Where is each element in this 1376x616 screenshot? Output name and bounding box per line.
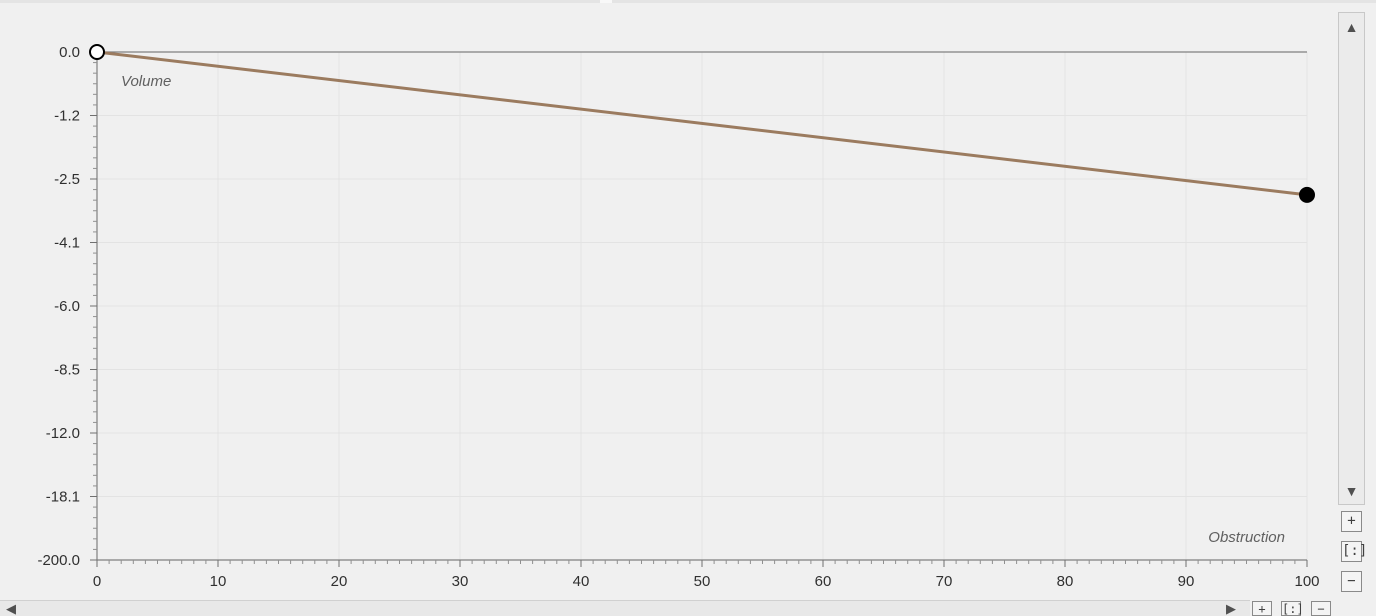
x-tick-label: 60 — [815, 573, 832, 590]
y-tick-label: -2.5 — [54, 171, 80, 188]
x-tick-label: 90 — [1178, 573, 1195, 590]
horizontal-zoom-fit-button[interactable]: [:] — [1281, 601, 1304, 616]
y-tick-label: 0.0 — [59, 44, 80, 61]
x-tick-label: 10 — [210, 573, 227, 590]
scroll-right-icon[interactable]: ▶ — [1226, 601, 1236, 616]
scroll-down-icon[interactable]: ▼ — [1344, 483, 1359, 499]
curve-end-point[interactable] — [1299, 186, 1315, 203]
curve-line[interactable] — [96, 50, 1308, 197]
grid-lines — [97, 52, 1308, 560]
x-tick-label: 40 — [573, 573, 590, 590]
y-axis-title: Volume — [121, 73, 171, 90]
vertical-zoom-in-button[interactable]: + — [1341, 511, 1362, 532]
y-tick-label: -8.5 — [54, 362, 80, 379]
x-axis-title: Obstruction — [1208, 529, 1285, 546]
x-tick-label: 100 — [1294, 573, 1319, 590]
y-tick-label: -4.1 — [54, 235, 80, 252]
horizontal-scrollbar[interactable]: ◀ ▶ — [0, 600, 1250, 616]
x-tick-label: 70 — [936, 573, 953, 590]
y-tick-label: -18.1 — [46, 489, 80, 506]
top-border — [0, 0, 1376, 3]
y-axis-ticks: 0.0 -1.2 -2.5 -4.1 -6.0 -8.5 -12.0 -18.1 -200.0 — [37, 44, 97, 569]
y-tick-label: -200.0 — [37, 552, 80, 569]
y-tick-label: -1.2 — [54, 108, 80, 125]
x-tick-label: 20 — [331, 573, 348, 590]
x-tick-label: 50 — [694, 573, 711, 590]
y-tick-label: -12.0 — [46, 425, 80, 442]
horizontal-zoom-out-button[interactable]: − — [1311, 601, 1331, 616]
curve-series[interactable] — [89, 44, 1315, 203]
vertical-zoom-out-button[interactable]: − — [1341, 571, 1362, 592]
vertical-scrollbar[interactable]: ▲ ▼ — [1338, 12, 1365, 505]
tab-edge — [600, 0, 612, 3]
scroll-left-icon[interactable]: ◀ — [6, 601, 16, 616]
scroll-up-icon[interactable]: ▲ — [1344, 19, 1359, 35]
x-tick-label: 0 — [93, 573, 101, 590]
y-tick-label: -6.0 — [54, 298, 80, 315]
x-axis-ticks: 0 10 20 30 40 50 60 70 80 90 100 — [93, 560, 1320, 590]
x-tick-label: 30 — [452, 573, 469, 590]
curve-start-point[interactable] — [89, 44, 105, 60]
horizontal-zoom-in-button[interactable]: + — [1252, 601, 1272, 616]
x-tick-label: 80 — [1057, 573, 1074, 590]
vertical-zoom-fit-button[interactable]: [:] — [1341, 541, 1367, 562]
